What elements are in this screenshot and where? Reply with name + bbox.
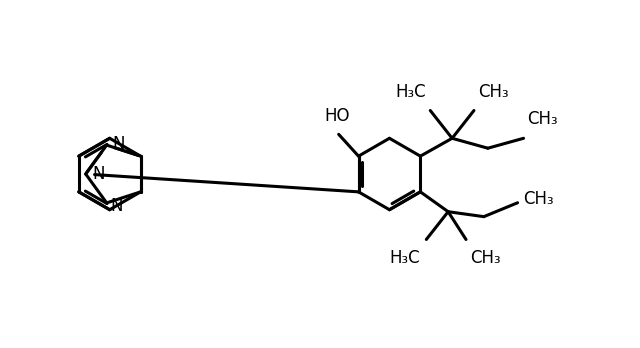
Text: CH₃: CH₃	[470, 250, 500, 267]
Text: N: N	[113, 135, 125, 153]
Text: CH₃: CH₃	[527, 110, 558, 128]
Text: N: N	[93, 165, 105, 183]
Text: H₃C: H₃C	[396, 82, 426, 101]
Text: CH₃: CH₃	[478, 82, 509, 101]
Text: HO: HO	[324, 108, 349, 125]
Text: CH₃: CH₃	[524, 190, 554, 208]
Text: H₃C: H₃C	[390, 250, 420, 267]
Text: N: N	[111, 197, 123, 215]
